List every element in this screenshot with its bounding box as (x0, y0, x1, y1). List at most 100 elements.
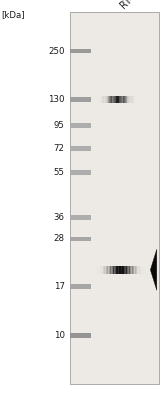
Bar (97, 266, 99, 274)
Bar (148, 266, 150, 274)
Text: 250: 250 (48, 46, 65, 56)
Bar (118, 96, 120, 103)
Bar (98, 96, 99, 103)
Bar (106, 96, 107, 103)
Bar (128, 266, 130, 274)
Bar (122, 96, 124, 103)
Text: 55: 55 (54, 168, 65, 177)
Bar (133, 266, 135, 274)
Bar (138, 96, 140, 103)
Bar (126, 96, 128, 103)
Bar (123, 266, 125, 274)
Bar (131, 96, 133, 103)
Bar (103, 266, 105, 274)
Bar (129, 266, 131, 274)
Bar (125, 266, 127, 274)
Bar (99, 266, 101, 274)
Bar (93, 266, 95, 274)
Bar (102, 96, 104, 103)
Bar (142, 266, 144, 274)
Bar (100, 266, 102, 274)
Bar (101, 96, 103, 103)
Bar (94, 266, 96, 274)
Bar (116, 266, 118, 274)
Bar (99, 96, 101, 103)
Bar (102, 266, 104, 274)
Bar (107, 266, 109, 274)
Bar (132, 96, 134, 103)
Bar (136, 266, 138, 274)
Bar (115, 96, 117, 103)
Text: [kDa]: [kDa] (2, 10, 25, 19)
Bar (70, 216, 91, 220)
Bar (120, 266, 123, 274)
Bar (112, 96, 113, 103)
Bar (119, 266, 121, 274)
Bar (104, 266, 107, 274)
Bar (128, 96, 129, 103)
Bar (120, 96, 121, 103)
Bar (110, 96, 112, 103)
Bar (135, 266, 137, 274)
Bar (70, 12, 159, 384)
Bar (105, 96, 106, 103)
Bar (70, 97, 91, 102)
Bar (110, 266, 112, 274)
Bar (70, 284, 91, 289)
Bar (106, 266, 108, 274)
Bar (96, 266, 98, 274)
Bar (145, 266, 147, 274)
Bar (146, 266, 149, 274)
Bar (136, 96, 137, 103)
Bar (107, 96, 109, 103)
Bar (126, 266, 128, 274)
Bar (133, 96, 135, 103)
Bar (114, 96, 116, 103)
Bar (94, 96, 96, 103)
Bar (109, 266, 111, 274)
Bar (103, 96, 105, 103)
Text: 130: 130 (48, 95, 65, 104)
Bar (139, 96, 141, 103)
Bar (121, 96, 122, 103)
Bar (97, 96, 98, 103)
Bar (117, 96, 119, 103)
Bar (116, 96, 118, 103)
Bar (130, 96, 132, 103)
Bar (122, 266, 124, 274)
Bar (91, 266, 94, 274)
Text: 95: 95 (54, 121, 65, 130)
Text: 10: 10 (54, 331, 65, 340)
Bar (129, 96, 130, 103)
Bar (108, 96, 110, 103)
Bar (113, 266, 115, 274)
Bar (134, 96, 136, 103)
Bar (109, 96, 111, 103)
Bar (130, 266, 133, 274)
Bar (124, 96, 126, 103)
Bar (138, 266, 140, 274)
Bar (70, 237, 91, 241)
Polygon shape (150, 249, 157, 290)
Text: RT-4: RT-4 (118, 0, 140, 10)
Bar (118, 266, 120, 274)
Bar (125, 96, 127, 103)
Bar (70, 146, 91, 151)
Bar (123, 96, 125, 103)
Bar (95, 96, 97, 103)
Bar (139, 266, 141, 274)
Bar (144, 266, 146, 274)
Text: 36: 36 (54, 213, 65, 222)
Text: 17: 17 (54, 282, 65, 291)
Text: 72: 72 (54, 144, 65, 153)
Bar (70, 334, 91, 338)
Bar (112, 266, 114, 274)
Bar (70, 123, 91, 128)
Bar (132, 266, 134, 274)
Bar (141, 266, 143, 274)
Bar (113, 96, 114, 103)
Bar (100, 96, 102, 103)
Bar (115, 266, 117, 274)
Text: 28: 28 (54, 234, 65, 244)
Bar (70, 170, 91, 175)
